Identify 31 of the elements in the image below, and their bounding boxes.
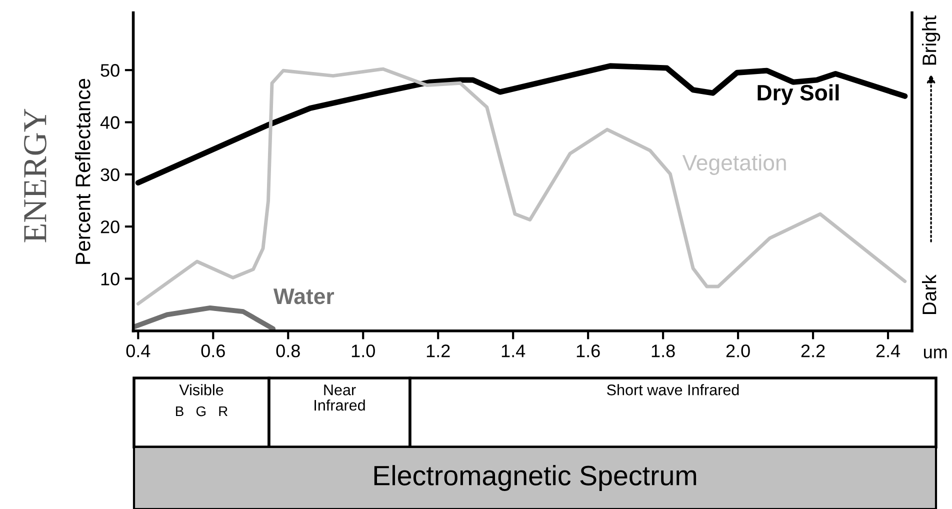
x-tick-label: 2.2 [801, 344, 825, 358]
y-tick-label: 30 [100, 168, 120, 182]
x-tick-label: 0.4 [126, 344, 150, 358]
x-tick-label: 2.4 [876, 344, 900, 358]
series-label: Dry Soil [758, 84, 839, 105]
text: Short wave Infrared [607, 384, 739, 396]
x-tick-label: 1.0 [352, 344, 375, 358]
y-tick-label: 50 [100, 64, 120, 77]
text: ENERGY [24, 108, 46, 242]
text: Near Infrared [314, 384, 365, 411]
series-label: Vegetation [682, 154, 786, 175]
series-label: Water [273, 288, 334, 304]
text: Visible [179, 384, 224, 396]
x-tick-label: 1.4 [502, 344, 526, 358]
line-series [136, 67, 907, 306]
text: Dark [922, 274, 936, 314]
x-tick-label: 2.0 [726, 344, 750, 358]
text: B G R [176, 406, 228, 416]
x-tick-label: 0.6 [201, 344, 225, 358]
y-axis-title: Percent Reflectance [75, 78, 90, 264]
y-tick-label: 10 [101, 272, 120, 286]
x-tick-label: 1.6 [576, 344, 600, 358]
y-tick-label: 40 [100, 116, 120, 129]
y-tick-label: 20 [100, 220, 120, 234]
x-tick-label: 1.8 [652, 344, 675, 358]
x-tick-label: 1.2 [426, 344, 450, 358]
x-tick-label: 0.8 [276, 344, 300, 358]
line-series [133, 305, 276, 331]
x-axis-title: um [924, 348, 947, 358]
text: Bright [922, 16, 940, 65]
text: Electromagnetic Spectrum [374, 465, 696, 491]
